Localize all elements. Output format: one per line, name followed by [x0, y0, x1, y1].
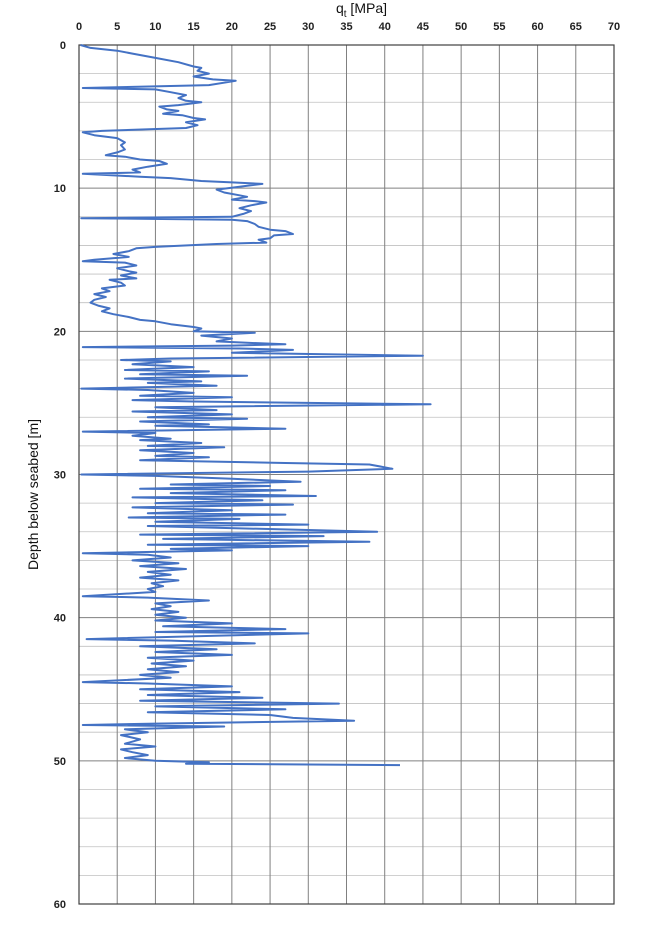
- x-axis-title-unit: [MPa]: [347, 0, 387, 16]
- x-tick-label: 70: [608, 21, 620, 33]
- x-tick-label: 35: [340, 21, 352, 33]
- x-tick-label: 15: [188, 21, 200, 33]
- x-tick-label: 60: [531, 21, 543, 33]
- x-tick-labels: 0 5 10 15 20 25 30 35 40 45 50 55 60 65 70: [76, 21, 620, 33]
- x-tick-label: 30: [302, 21, 314, 33]
- x-tick-label: 50: [455, 21, 467, 33]
- y-tick-label: 20: [54, 326, 66, 338]
- x-tick-label: 40: [379, 21, 391, 33]
- y-tick-label: 50: [54, 756, 66, 768]
- series-line-qt: [80, 44, 432, 767]
- x-tick-label: 45: [417, 21, 429, 33]
- x-tick-label: 20: [226, 21, 238, 33]
- x-axis-title-main: q: [336, 0, 344, 16]
- x-tick-label: 65: [570, 21, 582, 33]
- y-tick-label: 30: [54, 470, 66, 482]
- plot-frame: [78, 44, 615, 905]
- series-group: [80, 44, 432, 767]
- x-tick-label: 10: [149, 21, 161, 33]
- x-tick-label: 0: [76, 21, 82, 33]
- y-tick-label: 60: [54, 899, 66, 911]
- grid: [78, 44, 615, 905]
- x-tick-label: 25: [264, 21, 276, 33]
- x-axis-title: qt [MPa]: [336, 0, 387, 20]
- y-tick-label: 40: [54, 613, 66, 625]
- y-tick-label: 10: [54, 183, 66, 195]
- x-axis-title-subscript: t: [344, 9, 347, 20]
- x-tick-label: 55: [493, 21, 505, 33]
- y-axis-title: Depth below seabed [m]: [25, 419, 41, 570]
- y-tick-labels: 0 10 20 30 40 50 60: [54, 40, 66, 911]
- x-tick-label: 5: [114, 21, 120, 33]
- y-tick-label: 0: [60, 40, 66, 52]
